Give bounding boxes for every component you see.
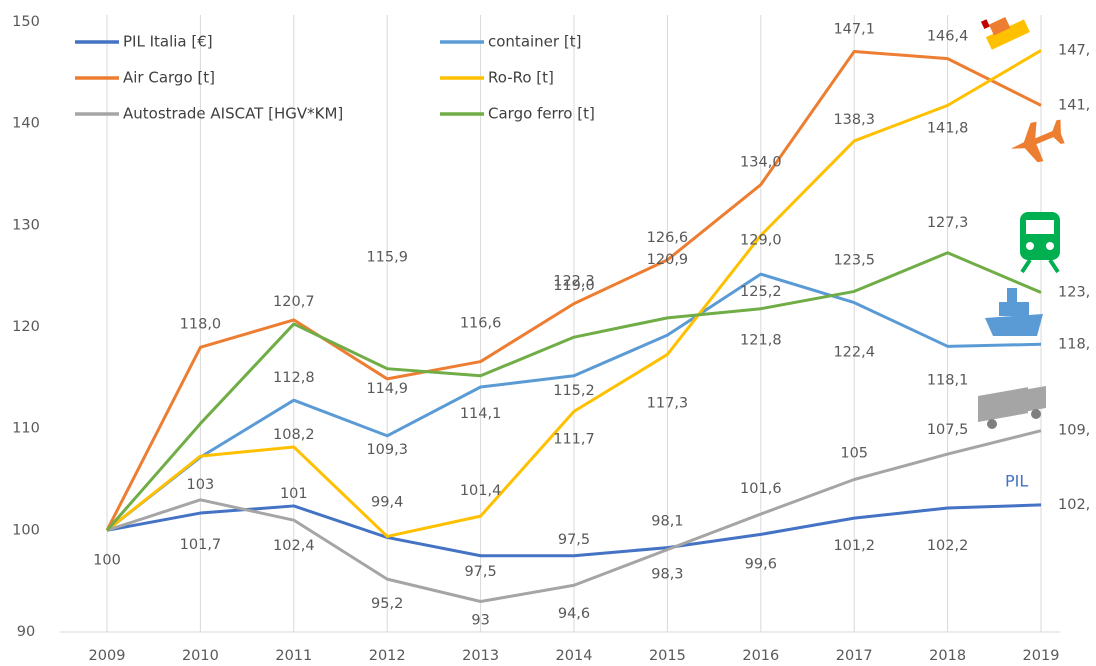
data-label: 138,3 <box>833 112 875 128</box>
x-tick-label: 2015 <box>649 648 686 664</box>
data-label: 101,6 <box>740 481 782 497</box>
series-line <box>106 49 1042 538</box>
data-label: 141, <box>1058 97 1090 113</box>
ship-icon <box>980 17 1030 50</box>
data-label: 115,9 <box>366 250 408 266</box>
data-label: 97,5 <box>464 564 496 580</box>
data-label: 127,3 <box>927 215 969 231</box>
train-icon <box>1020 212 1060 274</box>
data-label: 102,4 <box>273 538 315 554</box>
y-tick-label: 100 <box>12 522 40 538</box>
data-label: 102,2 <box>927 538 969 554</box>
data-label: 109,3 <box>366 442 408 458</box>
data-label: 99,4 <box>371 494 403 510</box>
series-line <box>105 251 1042 532</box>
data-label: 120,7 <box>273 294 315 310</box>
data-label: 126,6 <box>647 230 689 246</box>
data-label: 114,1 <box>460 406 502 422</box>
data-label: 120,9 <box>647 252 689 268</box>
legend-label: Autostrade AISCAT [HGV*KM] <box>123 105 343 123</box>
x-tick-label: 2010 <box>182 648 219 664</box>
x-tick-label: 2012 <box>369 648 406 664</box>
series-line <box>106 429 1042 603</box>
series-line <box>106 503 1042 558</box>
data-label: 101,2 <box>833 538 875 554</box>
plane-icon <box>1010 119 1065 163</box>
truck-icon <box>978 386 1046 429</box>
y-tick-label: 150 <box>12 14 40 30</box>
data-label: 111,7 <box>553 431 595 447</box>
data-label: 95,2 <box>371 596 403 612</box>
data-label: 123, <box>1058 284 1090 300</box>
data-label: 112,8 <box>273 370 315 386</box>
data-label: 102, <box>1058 497 1090 513</box>
data-label: 118,0 <box>180 316 222 332</box>
x-tick-label: 2018 <box>929 648 966 664</box>
data-label: 114,9 <box>366 381 408 397</box>
data-label: 123,5 <box>833 252 875 268</box>
data-label: 121,8 <box>740 333 782 349</box>
data-label: 93 <box>471 613 489 629</box>
data-label: 119,0 <box>553 278 595 294</box>
series-line <box>105 49 1042 532</box>
series-line <box>106 272 1042 532</box>
x-tick-label: 2011 <box>275 648 312 664</box>
y-tick-label: 110 <box>12 421 40 437</box>
x-tick-label: 2013 <box>462 648 499 664</box>
data-label: 101,4 <box>460 483 502 499</box>
data-label: 115,2 <box>553 383 595 399</box>
data-label: 99,6 <box>745 556 777 572</box>
data-label: 108,2 <box>273 427 315 443</box>
data-label: 101,7 <box>180 537 222 553</box>
data-label: 98,1 <box>651 514 683 530</box>
data-label: 141,8 <box>927 120 969 136</box>
x-tick-label: 2016 <box>742 648 779 664</box>
legend-label: container [t] <box>488 33 581 51</box>
data-label: 147, <box>1058 42 1090 58</box>
data-label: 147,1 <box>833 21 875 37</box>
x-tick-label: 2014 <box>556 648 593 664</box>
data-label: 118,1 <box>927 372 969 388</box>
data-label: 122,4 <box>833 345 875 361</box>
legend-label: Air Cargo [t] <box>123 69 215 87</box>
x-tick-label: 2009 <box>89 648 126 664</box>
data-label: 97,5 <box>558 532 590 548</box>
data-label: 118, <box>1058 336 1090 352</box>
data-label: 94,6 <box>558 606 590 622</box>
data-label: 134,0 <box>740 155 782 171</box>
x-tick-label: 2019 <box>1023 648 1060 664</box>
data-label: 109, <box>1058 423 1090 439</box>
data-label: 116,6 <box>460 316 502 332</box>
y-tick-label: 140 <box>12 116 40 132</box>
legend-label: PIL Italia [€] <box>123 33 213 51</box>
data-label: 129,0 <box>740 233 782 249</box>
data-label: 117,3 <box>647 395 689 411</box>
grid <box>60 15 1060 633</box>
data-label: 98,3 <box>651 567 683 583</box>
y-tick-label: 90 <box>17 624 35 640</box>
data-label: 107,5 <box>927 422 969 438</box>
data-label: 146,4 <box>927 29 969 45</box>
data-label: 105 <box>840 446 868 462</box>
annotation: PIL <box>1005 472 1028 491</box>
y-tick-label: 130 <box>12 217 40 233</box>
legend-label: Cargo ferro [t] <box>488 105 595 123</box>
legend-label: Ro-Ro [t] <box>488 69 554 87</box>
data-label: 101 <box>280 486 308 502</box>
data-label: 100 <box>93 552 121 568</box>
data-label: 103 <box>187 477 215 493</box>
data-label: 125,2 <box>740 284 782 300</box>
data-label: 122,3 <box>553 274 595 290</box>
boat-icon <box>985 288 1043 336</box>
y-tick-label: 120 <box>12 319 40 335</box>
x-tick-label: 2017 <box>836 648 873 664</box>
